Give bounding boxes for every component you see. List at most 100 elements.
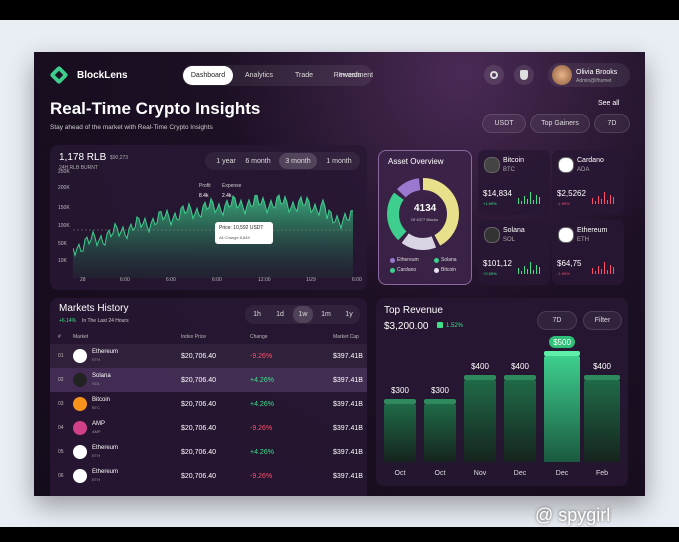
price-caption: 24H RLB BURNT [59,165,98,171]
expense-label: Expense [222,183,242,189]
row-price: $20,706.40 [181,449,217,456]
market-row[interactable] [50,368,367,392]
coin-price: $2,5262 [557,189,586,198]
tooltip-change: All Change 8,84K [219,235,251,240]
nav-item[interactable]: Investment [338,72,374,79]
sparkline-bar [592,198,593,204]
row-price: $20,706.40 [181,353,217,360]
revenue-bar [504,380,536,462]
column-header: Change [250,334,268,340]
top-bar [0,0,679,20]
expense-value: 2.4k [222,193,232,199]
sparkline-bar [530,262,531,274]
coin-price: $14,834 [483,189,512,198]
range-button[interactable]: 1 year [216,157,236,165]
market-icon [73,397,87,411]
x-tick-label: 28 [80,277,86,283]
x-tick-label: 6:00 [120,277,130,283]
range-button[interactable]: 3 month [279,153,317,169]
price-value: 1,178 RLB [59,152,107,163]
bar-label: $500 [549,336,575,349]
y-tick-label: 250K [58,169,70,175]
sparkline-bar [536,195,537,204]
x-tick-label: 6:00 [352,277,362,283]
page-subtitle: Stay ahead of the market with Real-Time … [50,124,213,131]
revenue-bar [424,404,456,462]
sparkline-bar [524,266,525,274]
range-bar [205,152,360,170]
range-button[interactable]: 1 month [326,157,352,165]
filter-button[interactable]: Filter [583,311,622,330]
y-tick-label: 50K [58,241,67,247]
row-price: $20,706.40 [181,401,217,408]
sparkline-bar [518,268,519,274]
donut-segment [387,178,459,250]
column-header: # [58,334,61,340]
coin-price: $64,75 [557,259,582,268]
sparkline-bar [604,192,605,204]
range-button[interactable]: 1y [345,311,353,318]
price-area [73,195,353,278]
markets-title: Markets History [59,303,129,314]
filter-button[interactable]: Top Gainers [530,114,590,133]
sparkline-bar [533,200,534,204]
sparkline-bar [607,200,608,204]
nav-item[interactable]: Analytics [244,72,273,79]
bar-label: $300 [431,385,449,395]
donut-segment [387,178,459,250]
filter-button[interactable]: 7D [594,114,630,133]
legend-label: Cardano [397,267,417,273]
nav-item[interactable]: Trade [294,72,314,79]
market-icon [73,373,87,387]
x-tick-label: Oct [394,470,406,477]
row-symbol: AMP [92,429,101,434]
row-price: $20,706.40 [181,473,217,480]
period-button[interactable]: 7D [537,311,577,330]
legend-dot [390,258,395,263]
range-button[interactable]: 1d [276,311,284,318]
sparkline-bar [527,269,528,274]
coin-price: $101,12 [483,259,512,268]
market-row[interactable] [50,344,367,368]
coin-change: +1.99% [483,201,497,206]
nav-item[interactable]: Rewards [333,72,362,79]
y-tick-label: 150K [58,205,70,211]
row-change: -9.26% [250,353,273,360]
legend-label: Solana [441,257,457,263]
x-tick-label: Dec [555,470,569,477]
bar-cap [504,375,536,381]
coin-name: Bitcoin [503,157,525,164]
asset-total: 4134 [414,203,437,214]
sparkline-bar [604,262,605,274]
bar-label: $400 [593,361,611,371]
sparkline-bar [610,265,611,274]
user-email: Admin@lfhsmet [576,78,612,84]
legend-label: Bitcoin [441,267,457,273]
sparkline-bar [613,267,614,274]
row-index: 05 [58,449,64,455]
sparkline-bar [601,199,602,204]
range-button[interactable]: 1m [321,311,331,318]
x-tick-label: Feb [595,470,609,477]
row-symbol: ETH [92,357,100,362]
x-tick-label: Dec [513,470,527,477]
sparkline-bar [595,201,596,204]
row-name: Bitcoin [92,397,111,403]
range-button[interactable]: 1h [253,311,261,318]
market-icon [73,445,87,459]
asset-title: Asset Overview [388,157,444,166]
range-button[interactable]: 6 month [245,157,271,165]
donut-segment [387,178,459,250]
markets-card [50,298,367,496]
row-cap: $397.41B [333,473,363,480]
row-cap: $397.41B [333,425,363,432]
range-button[interactable]: 1w [293,306,313,323]
x-tick-label: 6:00 [212,277,222,283]
revenue-bar [464,380,496,462]
coin-symbol: ADA [577,167,590,173]
coin-change: -1.99% [557,201,570,206]
range-bar [245,305,360,324]
nav-item[interactable]: Dashboard [183,66,233,85]
filter-button[interactable]: USDT [482,114,526,133]
coin-change: -1.99% [557,271,570,276]
